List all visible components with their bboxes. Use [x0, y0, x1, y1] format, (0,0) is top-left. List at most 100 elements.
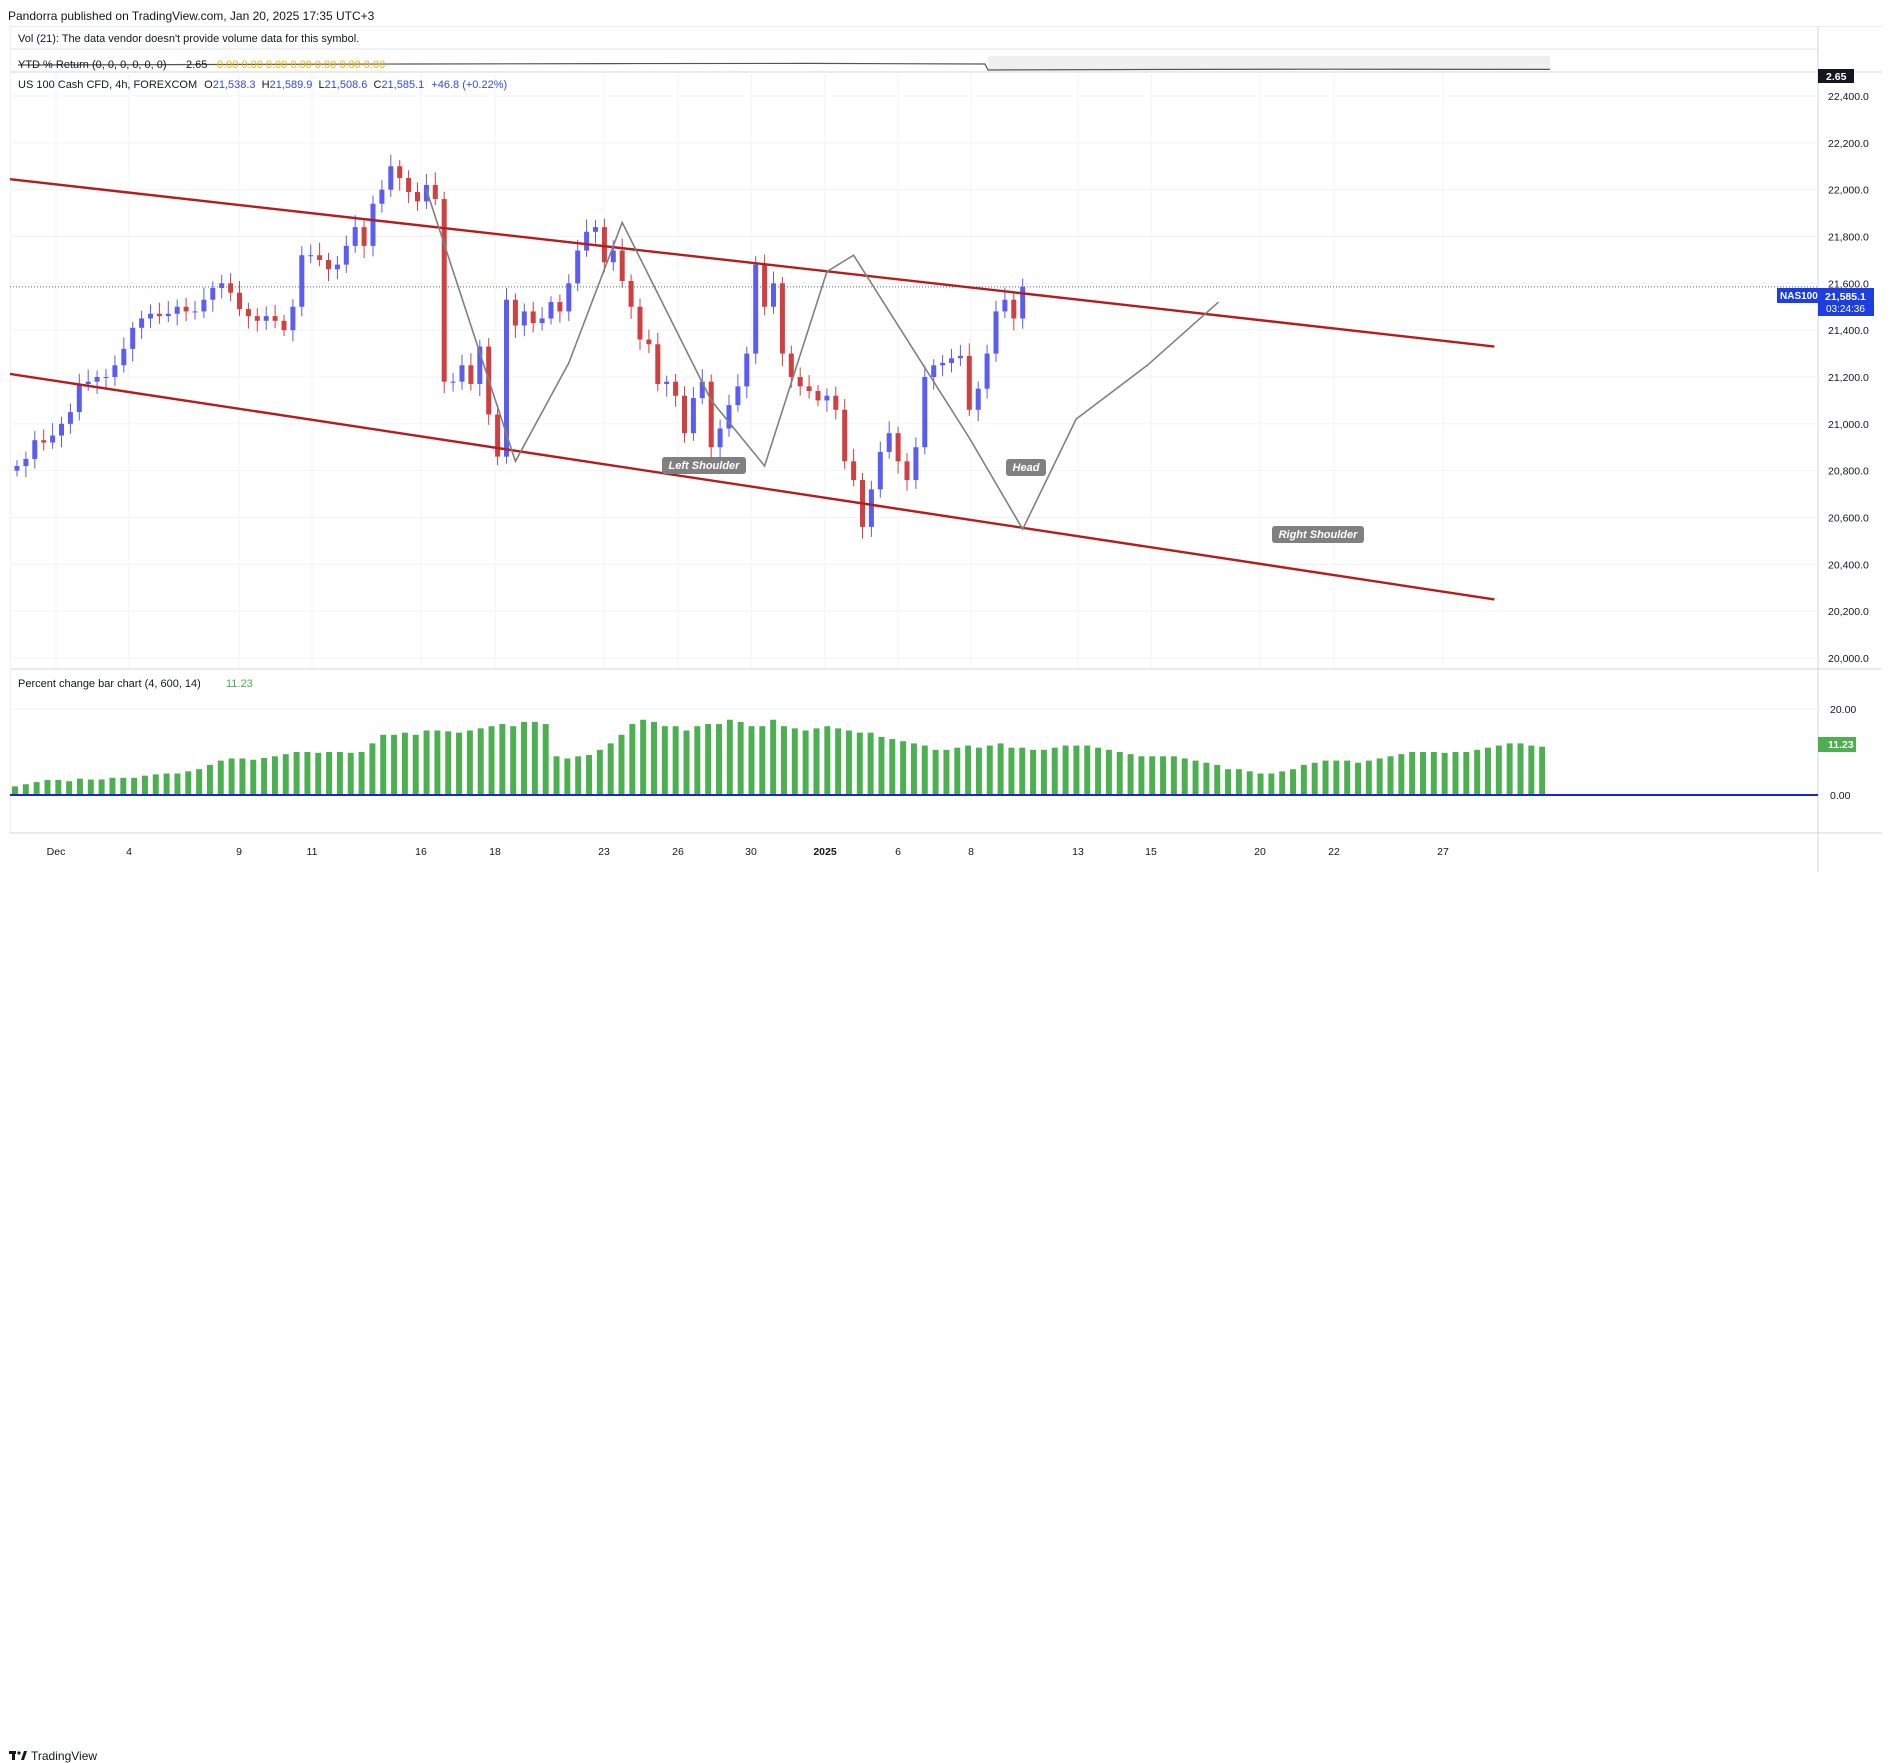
candle-body — [317, 255, 323, 260]
candle-body — [41, 440, 47, 443]
percent-bar — [174, 773, 181, 795]
volume-pane[interactable]: Vol (21): The data vendor doesn't provid… — [18, 33, 359, 45]
annotation-head[interactable]: Head — [1006, 459, 1046, 476]
percent-bar — [618, 734, 625, 795]
annotation-left-shoulder[interactable]: Left Shoulder — [662, 457, 746, 474]
percent-bar — [1138, 756, 1145, 795]
candle-body — [771, 283, 776, 307]
candle-body — [779, 283, 785, 354]
time-axis[interactable]: Dec 4 9 11 16 18 23 26 30 2025 6 8 13 15 20 22 27 — [47, 846, 1449, 858]
candle-body — [165, 313, 171, 317]
price-tick-label: 20,800.0 — [1828, 466, 1869, 478]
percent-bar — [586, 755, 592, 795]
percent-bar — [66, 781, 73, 795]
percent-bar — [694, 726, 701, 795]
percent-bar — [1116, 752, 1123, 795]
percent-bar — [1257, 773, 1264, 795]
percent-bar — [271, 756, 278, 795]
candle-body — [824, 395, 830, 401]
percent-bar — [250, 759, 257, 795]
ytd-pane[interactable]: YTD % Return (0, 0, 0, 0, 0, 0) 2.65 0.0… — [17, 56, 1854, 83]
candle-body — [539, 318, 545, 324]
percent-bar — [239, 758, 246, 795]
price-tick-label: 21,800.0 — [1828, 232, 1869, 244]
percent-bar — [531, 721, 538, 795]
candle-body — [308, 255, 314, 257]
percent-bar — [921, 745, 928, 795]
candle-body — [842, 409, 848, 462]
time-tick-label: 20 — [1254, 846, 1266, 858]
head-and-shoulders-pattern[interactable] — [425, 189, 1220, 531]
ticker-badge-bg — [1777, 288, 1818, 303]
annotation-right-shoulder-text: Right Shoulder — [1279, 529, 1359, 541]
candle-body — [477, 346, 483, 385]
time-tick-label: Dec — [47, 846, 66, 858]
channel-lines[interactable] — [10, 177, 1495, 601]
candle-body — [913, 447, 919, 481]
percent-pane[interactable]: 20.00 0.00 Percent change bar chart (4, 6… — [10, 678, 1856, 802]
candle-body — [673, 381, 679, 396]
time-tick-label: 15 — [1145, 846, 1157, 858]
candle-body — [949, 358, 954, 363]
percent-bar — [965, 745, 972, 795]
candle-body — [984, 353, 990, 389]
annotation-right-shoulder[interactable]: Right Shoulder — [1272, 526, 1364, 543]
candle-body — [966, 355, 972, 410]
trendline-lower[interactable] — [10, 372, 1495, 601]
candle-body — [575, 250, 581, 284]
percent-bar — [1463, 752, 1470, 795]
candle-body — [130, 327, 136, 349]
percent-bar — [1008, 747, 1015, 795]
percent-bar — [1214, 764, 1221, 795]
ticker-badge: NAS100 — [1780, 291, 1818, 302]
candle-body — [352, 227, 358, 246]
price-tick-label: 20,000.0 — [1828, 653, 1869, 665]
candle-body — [237, 292, 242, 310]
time-tick-label: 2025 — [813, 846, 837, 858]
percent-bar — [1387, 756, 1394, 795]
candle-body — [397, 166, 403, 178]
percent-bar — [1019, 747, 1026, 795]
chart-frame[interactable]: Vol (21): The data vendor doesn't provid… — [10, 26, 1882, 872]
candle-body — [174, 306, 180, 314]
percent-bar — [1311, 762, 1318, 795]
percent-bar — [347, 752, 354, 795]
ohlc-change: +46.8 (+0.22%) — [431, 79, 507, 91]
candle-body — [664, 381, 670, 385]
percent-bar — [391, 734, 398, 795]
percent-bar — [1430, 752, 1437, 795]
percent-bar — [1073, 745, 1080, 795]
tradingview-logo-icon — [9, 1751, 27, 1760]
percent-bar — [1398, 754, 1405, 795]
price-pane[interactable]: 22,400.0 22,200.0 22,000.0 21,800.0 21,600.0… — [10, 72, 1874, 669]
candle-body — [931, 365, 937, 377]
percent-bar — [716, 724, 722, 795]
candle-body — [655, 344, 661, 385]
candle-body — [219, 283, 225, 289]
percent-bar — [228, 758, 235, 795]
percent-bar — [748, 726, 755, 795]
percent-bar — [521, 721, 528, 795]
percent-bar — [1149, 756, 1156, 795]
percent-bar — [651, 721, 657, 795]
candle-body — [717, 428, 723, 448]
candle-body — [121, 348, 127, 366]
percent-bar — [380, 734, 387, 795]
ytd-line — [17, 62, 1551, 71]
percent-bar — [98, 779, 105, 795]
percent-bar — [12, 786, 18, 795]
percent-legend-name: Percent change bar chart (4, 600, 14) — [18, 678, 201, 690]
price-tick-label: 21,000.0 — [1828, 419, 1869, 431]
time-tick-label: 23 — [598, 846, 610, 858]
candle-body — [112, 365, 118, 377]
percent-bar — [737, 721, 744, 795]
price-axis-labels: 22,400.0 22,200.0 22,000.0 21,800.0 21,600.0… — [1828, 91, 1869, 665]
percent-bar — [1225, 769, 1232, 795]
tradingview-logo[interactable]: TradingView — [9, 1749, 97, 1763]
candle-body — [1002, 299, 1008, 312]
candle-body — [646, 339, 652, 345]
candle-body — [815, 391, 821, 401]
ytd-legend-zeros: 0.00 0.00 0.00 0.00 0.00 0.00 0.00 — [217, 59, 385, 71]
candle-body — [699, 381, 705, 399]
trendline-upper[interactable] — [10, 177, 1495, 348]
